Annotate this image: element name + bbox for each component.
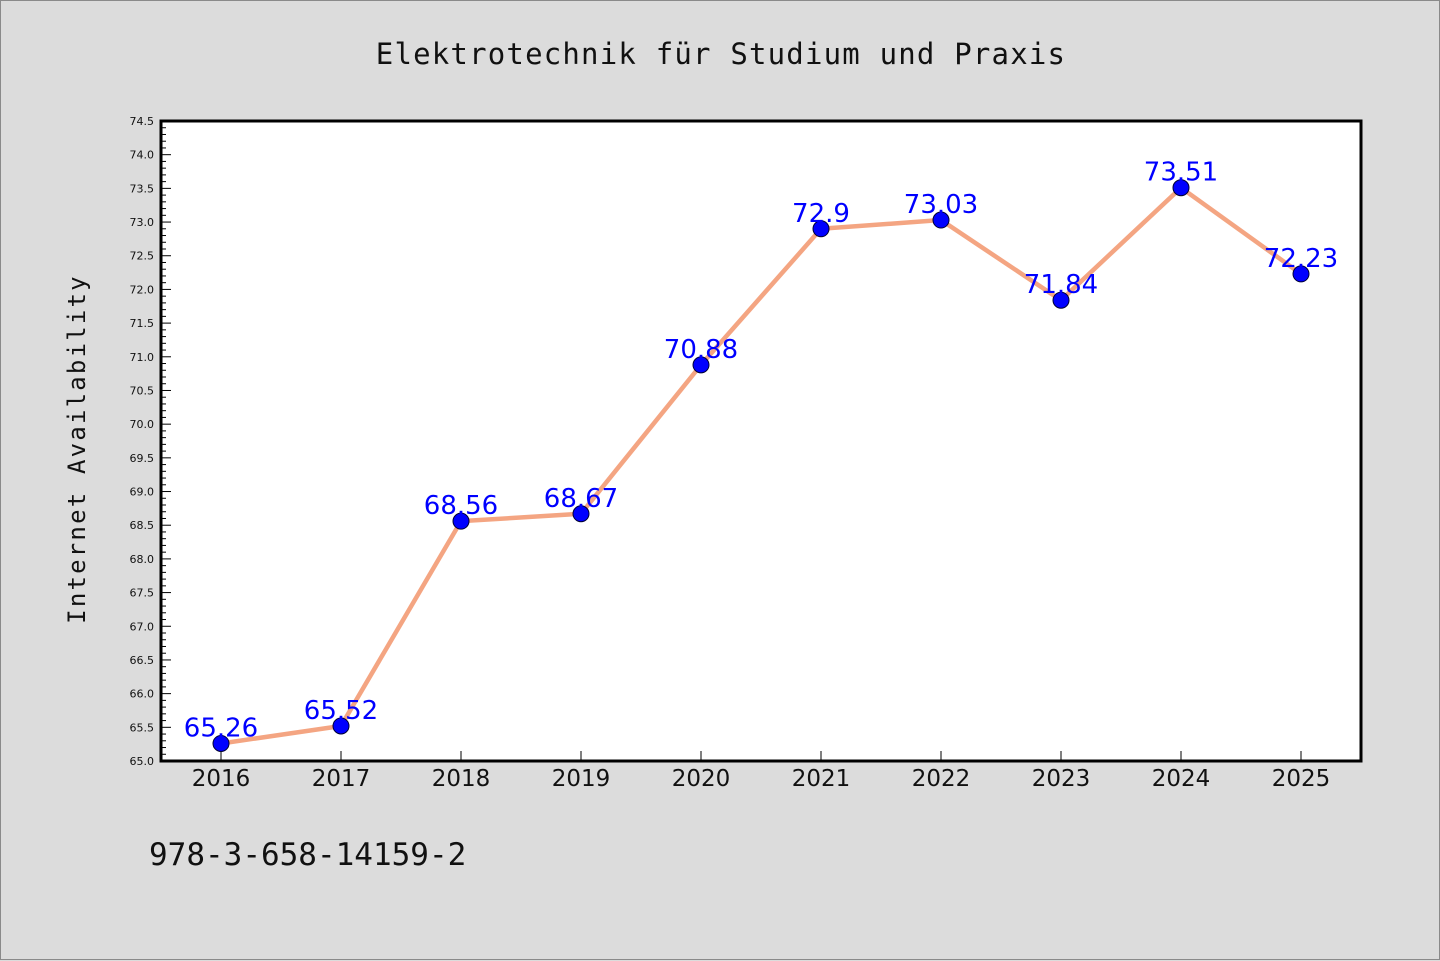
y-tick-label: 73.0 (130, 216, 155, 229)
y-axis-ticks: 65.0 65.5 66.0 66.5 67.0 67.5 68.0 68.5 69.0 69.5… (130, 115, 171, 768)
x-tick-label: 2017 (312, 766, 371, 792)
data-value-label: 73.03 (904, 190, 978, 220)
x-tick-label: 2025 (1272, 766, 1331, 792)
y-tick-label: 70.5 (130, 384, 155, 397)
chart-title: Elektrotechnik für Studium und Praxis (376, 37, 1066, 71)
x-tick-label: 2016 (192, 766, 251, 792)
y-tick-label: 73.5 (130, 182, 155, 195)
data-value-label: 65.26 (184, 713, 258, 743)
data-point-marker (1292, 265, 1310, 283)
x-tick-label: 2020 (672, 766, 731, 792)
data-value-label: 72.23 (1264, 244, 1338, 274)
isbn-footer: 978-3-658-14159-2 (149, 837, 466, 873)
y-tick-label: 65.0 (130, 755, 155, 768)
data-value-label: 72.9 (792, 199, 850, 229)
y-tick-label: 71.0 (130, 351, 155, 364)
data-value-label: 68.56 (424, 491, 498, 521)
y-tick-label: 69.5 (130, 452, 155, 465)
x-axis-ticks: 2016 2017 2018 2019 2020 2021 2022 2023 2024 2025 (192, 751, 1331, 792)
y-tick-label: 66.5 (130, 654, 155, 667)
y-tick-label: 68.0 (130, 553, 155, 566)
data-point-marker (452, 512, 470, 530)
data-value-label: 73.51 (1144, 158, 1218, 188)
x-tick-label: 2019 (552, 766, 611, 792)
data-value-label: 65.52 (304, 696, 378, 726)
y-tick-label: 70.0 (130, 418, 155, 431)
x-tick-label: 2024 (1152, 766, 1211, 792)
y-tick-label: 74.0 (130, 149, 155, 162)
y-tick-label: 74.5 (130, 115, 155, 128)
data-markers (212, 179, 1310, 752)
plot-area (161, 121, 1361, 761)
y-tick-label: 71.5 (130, 317, 155, 330)
y-tick-label: 72.5 (130, 250, 155, 263)
y-tick-label: 69.0 (130, 486, 155, 499)
data-point-marker (1052, 291, 1070, 309)
y-tick-label: 65.5 (130, 721, 155, 734)
y-tick-label: 72.0 (130, 283, 155, 296)
y-axis-label: Internet Availability (63, 274, 91, 624)
y-tick-label: 66.0 (130, 688, 155, 701)
data-point-marker (1172, 179, 1190, 197)
data-point-marker (932, 211, 950, 229)
data-value-label: 68.67 (544, 484, 618, 514)
data-point-marker (812, 220, 830, 238)
x-tick-label: 2023 (1032, 766, 1091, 792)
data-point-marker (332, 717, 350, 735)
series-lines (218, 185, 1304, 746)
data-point-marker (212, 734, 230, 752)
y-tick-label: 67.0 (130, 620, 155, 633)
data-point-marker (572, 505, 590, 523)
x-tick-label: 2022 (912, 766, 971, 792)
y-tick-label: 67.5 (130, 587, 155, 600)
y-tick-label: 68.5 (130, 519, 155, 532)
plot-frame (159, 119, 1363, 763)
data-value-label: 71.84 (1024, 270, 1098, 300)
series-line (218, 185, 1304, 746)
data-value-label: 70.88 (664, 335, 738, 365)
data-point-marker (692, 356, 710, 374)
x-tick-label: 2018 (432, 766, 491, 792)
x-tick-label: 2021 (792, 766, 851, 792)
data-labels: 65.26 65.52 68.56 68.67 70.88 72.9 73.03 71.84 7… (184, 158, 1338, 744)
